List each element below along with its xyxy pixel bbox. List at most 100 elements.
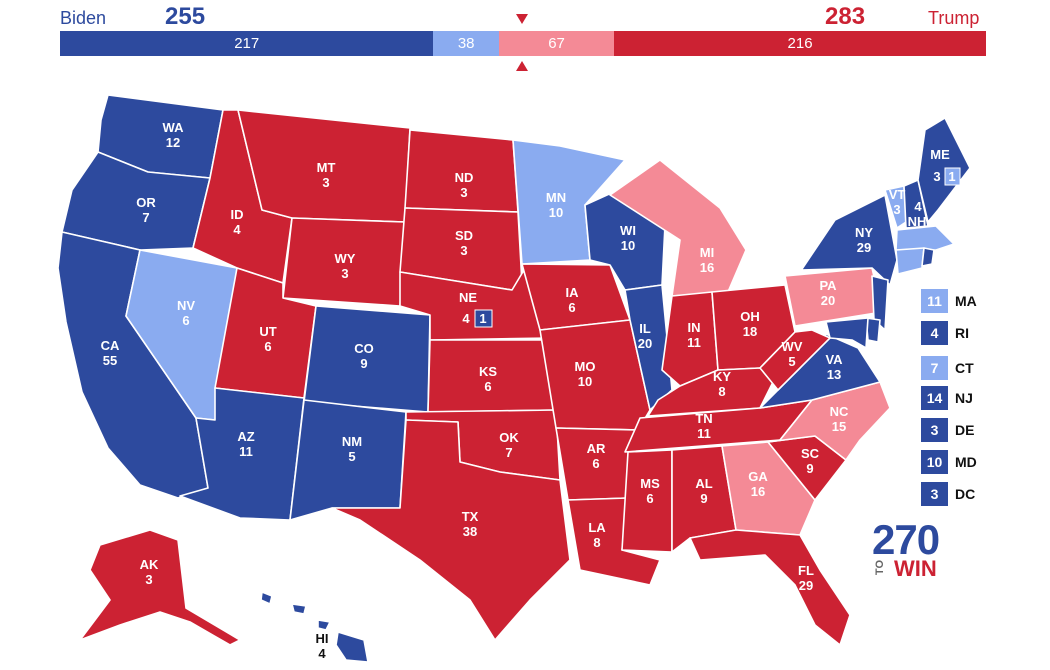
small-state-label-CT: CT [955,360,974,376]
electoral-vote-bar: 217 38 67 216 [60,31,986,56]
label-PA-ev: 20 [821,293,835,308]
label-ND-abbr: ND [455,170,474,185]
state-CT[interactable] [895,247,925,275]
label-AZ-abbr: AZ [237,429,254,444]
label-WA-abbr: WA [163,120,185,135]
small-state-box-DE[interactable]: 3 [921,418,948,442]
label-UT-ev: 6 [264,339,271,354]
label-AL-abbr: AL [695,476,712,491]
small-state-box-NJ[interactable]: 14 [921,386,948,410]
biden-name: Biden [60,8,107,28]
small-state-box-MD[interactable]: 10 [921,450,948,474]
label-LA-abbr: LA [588,520,606,535]
label-NM-ev: 5 [348,449,355,464]
label-WA-ev: 12 [166,135,180,150]
label-OR-ev: 7 [142,210,149,225]
label-PA-abbr: PA [819,278,837,293]
state-MA[interactable] [895,225,955,251]
label-OR-abbr: OR [136,195,156,210]
small-state-box-RI[interactable]: 4 [921,321,948,345]
label-NM-abbr: NM [342,434,362,449]
label-IN-ev: 11 [687,335,701,350]
state-RI[interactable] [921,247,935,267]
label-IA-abbr: IA [566,285,580,300]
logo-number: 270 [872,516,940,563]
small-state-label-RI: RI [955,325,969,341]
label-IL-ev: 20 [638,336,652,351]
label-VT-abbr: VT [889,187,906,202]
label-KY-ev: 8 [718,384,725,399]
small-state-box-MA[interactable]: 11 [921,289,948,313]
label-CA-abbr: CA [101,338,120,353]
label-TN-ev: 11 [697,426,711,441]
label-ID-abbr: ID [231,207,244,222]
label-VT-ev: 3 [893,202,900,217]
label-ME-district: 1 [948,169,955,184]
label-AK-abbr: AK [140,557,159,572]
bar-segment-safe-rep: 216 [614,31,986,56]
small-state-box-DC[interactable]: 3 [921,482,948,506]
label-FL-abbr: FL [798,563,814,578]
state-NE[interactable] [399,269,551,341]
small-state-box-CT[interactable]: 7 [921,356,948,380]
trump-electoral-total: 283 [825,3,866,30]
label-NY-ev: 29 [857,240,871,255]
label-CO-ev: 9 [360,356,367,371]
me-district-box[interactable] [944,167,961,186]
majority-marker-bottom-icon [516,61,528,71]
label-NE-ev: 4 [462,311,470,326]
label-CO-abbr: CO [354,341,374,356]
state-OR[interactable] [61,151,211,251]
label-MS-ev: 6 [646,491,653,506]
label-IA-ev: 6 [568,300,575,315]
label-MN-abbr: MN [546,190,566,205]
label-WI-abbr: WI [620,223,636,238]
label-NV-abbr: NV [177,298,195,313]
label-IL-abbr: IL [639,321,651,336]
state-ME[interactable] [917,117,971,223]
label-SD-ev: 3 [460,243,467,258]
label-TX-ev: 38 [463,524,477,539]
label-MO-abbr: MO [575,359,596,374]
label-ID-ev: 4 [233,222,241,237]
label-MS-abbr: MS [640,476,660,491]
trump-name: Trump [928,8,980,28]
label-MI-ev: 16 [700,260,714,275]
label-NE-district: 1 [479,311,486,326]
small-state-label-DE: DE [955,422,975,438]
state-MI[interactable] [609,159,747,297]
label-TX-abbr: TX [462,509,479,524]
state-TX[interactable] [331,419,571,641]
state-NH[interactable] [903,179,929,229]
label-OK-abbr: OK [499,430,519,445]
label-AL-ev: 9 [700,491,707,506]
state-FL[interactable] [689,529,851,646]
label-NH-ev: 4 [914,199,922,214]
label-WY-abbr: WY [335,251,356,266]
label-NE-abbr: NE [459,290,477,305]
label-GA-ev: 16 [751,484,765,499]
label-KS-ev: 6 [484,379,491,394]
label-ME-abbr: ME [930,147,950,162]
state-HI[interactable] [260,591,369,663]
label-UT-abbr: UT [259,324,276,339]
state-AK[interactable] [79,529,241,646]
small-state-label-DC: DC [955,486,976,502]
label-MT-abbr: MT [317,160,336,175]
state-GA[interactable] [721,441,816,536]
label-OK-ev: 7 [505,445,512,460]
state-NY[interactable] [799,194,898,286]
ne-district-box[interactable] [474,309,493,328]
270-to-win-logo[interactable]: 270 TO WIN [872,516,940,581]
small-state-label-MA: MA [955,293,977,309]
label-AR-ev: 6 [592,456,599,471]
state-MD[interactable] [825,317,869,349]
label-SC-ev: 9 [806,461,813,476]
label-NV-ev: 6 [182,313,189,328]
state-NJ[interactable] [871,275,889,331]
label-WI-ev: 10 [621,238,635,253]
label-IN-abbr: IN [688,320,701,335]
label-HI-abbr: HI [316,631,329,646]
small-state-label-NJ: NJ [955,390,973,406]
